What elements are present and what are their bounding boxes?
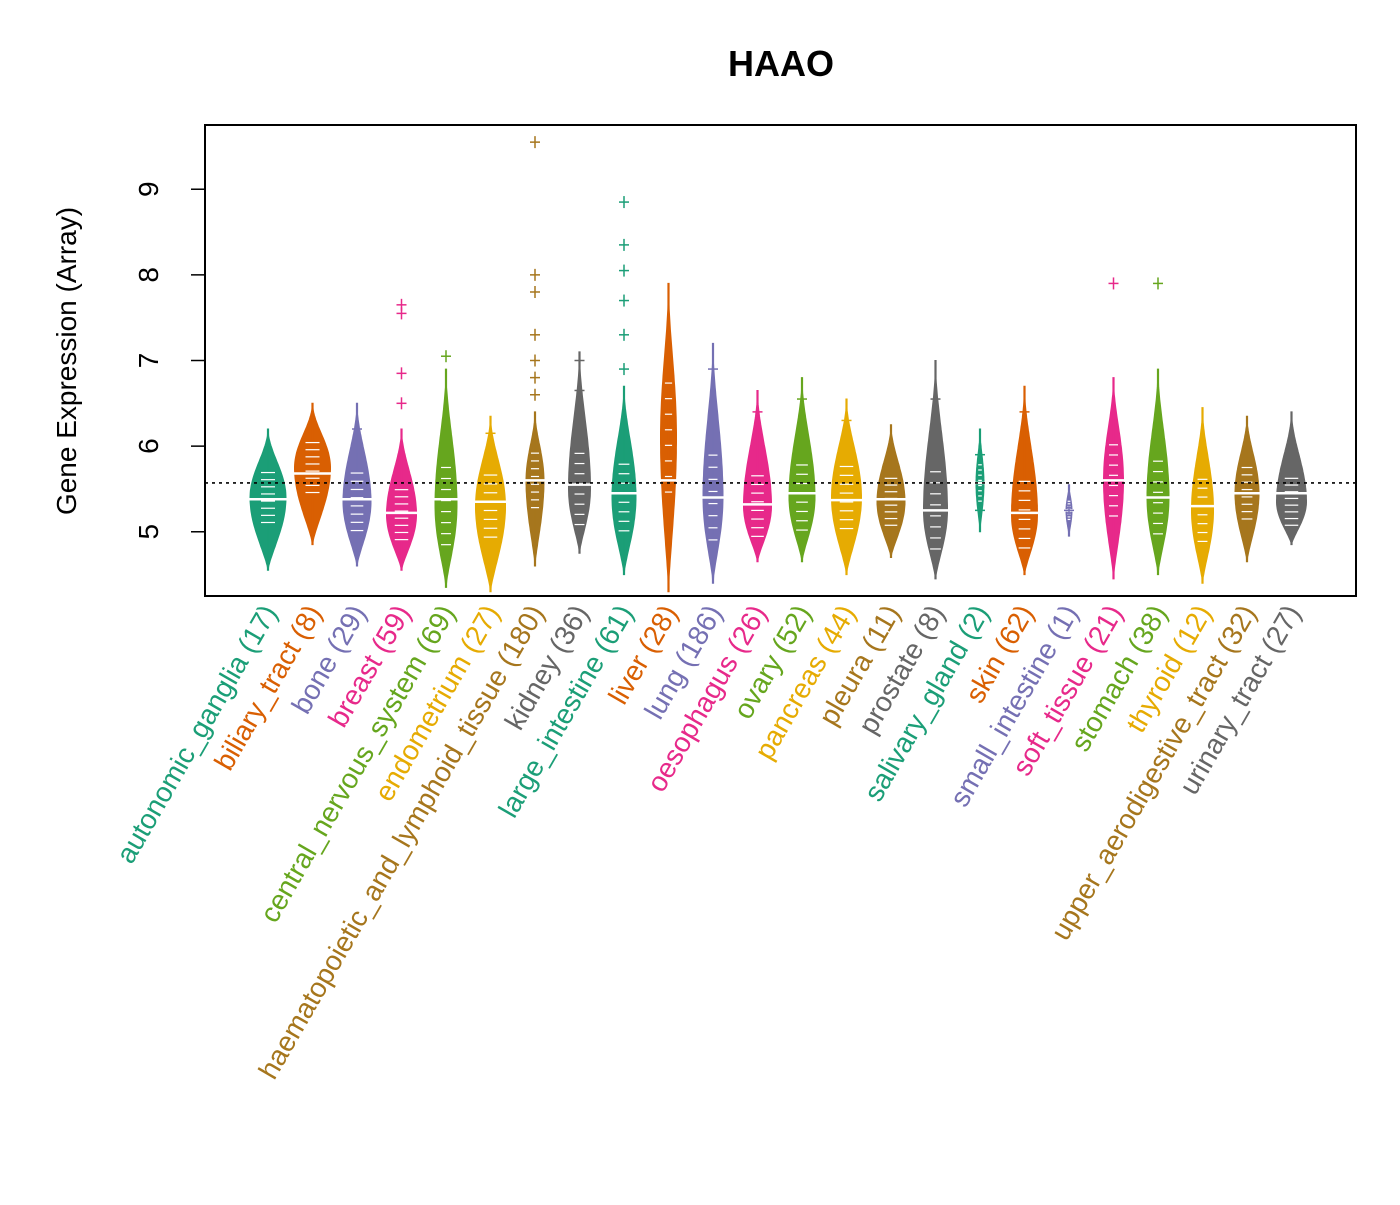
violin-lung <box>701 342 725 584</box>
violin-pancreas <box>829 398 864 576</box>
violin-thyroid <box>1189 407 1216 584</box>
y-tick-label: 9 <box>133 181 164 197</box>
y-tick-label: 8 <box>133 267 164 283</box>
violin-endometrium <box>473 415 508 593</box>
violin-biliary_tract <box>292 402 333 546</box>
y-axis-label: Gene Expression (Array) <box>51 207 82 515</box>
violin-ovary <box>787 377 817 563</box>
violin-pleura <box>875 424 907 558</box>
violin-oesophagus <box>741 390 774 563</box>
x-axis-labels: autonomic_ganglia (17)biliary_tract (8)b… <box>110 600 1307 1085</box>
violin-bone <box>341 402 373 567</box>
violin-urinary_tract <box>1274 411 1309 546</box>
violin-soft_tissue <box>1101 277 1126 580</box>
violin-liver <box>658 282 679 593</box>
violin-stomach <box>1145 277 1171 576</box>
violin-breast <box>384 298 419 571</box>
violin-kidney <box>566 351 593 554</box>
violin-haematopoietic_and_lymphoid_tissue <box>524 136 546 567</box>
violin-central_nervous_system <box>433 350 459 588</box>
y-axis: 5 6 7 8 9 <box>133 181 206 540</box>
y-tick-label: 7 <box>133 353 164 369</box>
violin-small_intestine <box>1061 484 1077 537</box>
violin-skin <box>1009 385 1040 576</box>
violin-salivary_gland <box>972 428 988 533</box>
violin-autonomic_ganglia <box>248 428 288 571</box>
y-tick-label: 6 <box>133 438 164 454</box>
chart-title: HAAO <box>728 43 834 84</box>
violin-prostate <box>921 360 950 580</box>
plot-frame <box>204 124 1357 597</box>
y-tick-label: 5 <box>133 524 164 540</box>
violin-group <box>248 136 1309 593</box>
violin-large_intestine <box>610 196 638 576</box>
violin-upper_aerodigestive_tract <box>1233 415 1261 563</box>
